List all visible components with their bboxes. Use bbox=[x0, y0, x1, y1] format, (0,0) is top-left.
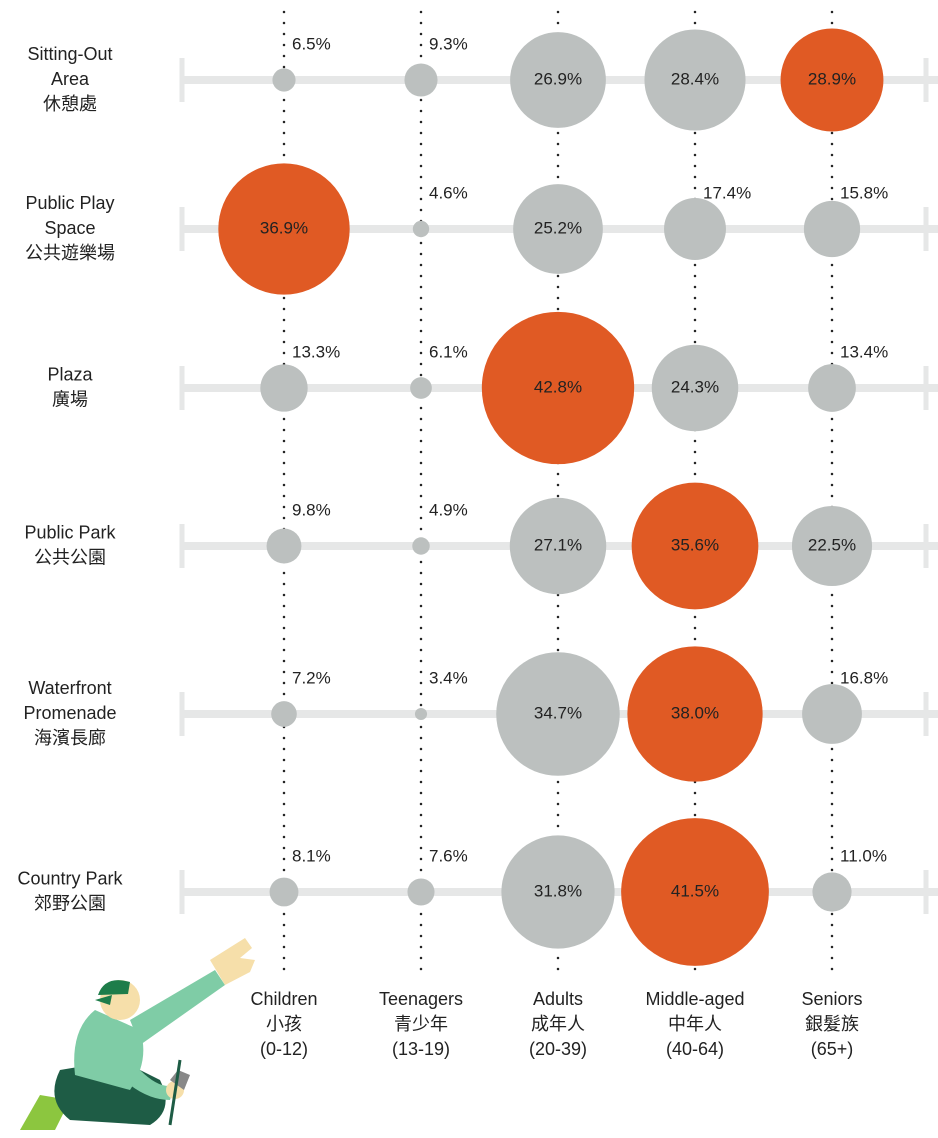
bubble bbox=[260, 364, 308, 412]
bubble bbox=[496, 652, 620, 776]
column-label: (40-64) bbox=[666, 1039, 724, 1059]
row-label: Plaza bbox=[47, 364, 93, 384]
column-label: (0-12) bbox=[260, 1039, 308, 1059]
row-label: Country Park bbox=[17, 868, 123, 888]
bubble bbox=[803, 200, 861, 258]
value-label: 6.5% bbox=[292, 34, 331, 53]
bubble bbox=[407, 878, 435, 906]
value-label: 17.4% bbox=[703, 183, 751, 202]
bubble bbox=[802, 684, 862, 744]
bubble bbox=[812, 872, 852, 912]
row-label: Public Play bbox=[25, 193, 114, 213]
bubble bbox=[266, 528, 302, 564]
bubble bbox=[404, 63, 438, 97]
value-label: 16.8% bbox=[840, 668, 888, 687]
row-label: 海濱長廊 bbox=[34, 728, 106, 748]
bubble bbox=[621, 818, 769, 966]
bubble bbox=[791, 505, 873, 587]
column-label: 成年人 bbox=[531, 1014, 585, 1034]
column-label: (13-19) bbox=[392, 1039, 450, 1059]
value-label: 15.8% bbox=[840, 183, 888, 202]
bubble bbox=[627, 646, 763, 782]
bubble bbox=[218, 163, 350, 295]
value-label: 4.6% bbox=[429, 183, 468, 202]
row-label: 公共公園 bbox=[34, 547, 106, 567]
bubble bbox=[513, 184, 603, 274]
column-label: Teenagers bbox=[379, 989, 463, 1009]
column-label: 銀髮族 bbox=[805, 1013, 859, 1034]
value-label: 41.5% bbox=[671, 881, 719, 900]
value-label: 6.1% bbox=[429, 342, 468, 361]
value-label: 28.4% bbox=[671, 69, 719, 88]
row-label: 廣場 bbox=[52, 389, 88, 409]
value-label: 24.3% bbox=[671, 377, 719, 396]
bubble bbox=[808, 364, 856, 412]
value-label: 42.8% bbox=[534, 377, 582, 396]
value-label: 27.1% bbox=[534, 535, 582, 554]
value-label: 38.0% bbox=[671, 703, 719, 722]
value-label: 11.0% bbox=[840, 846, 887, 865]
value-label: 7.6% bbox=[429, 846, 468, 865]
bubble bbox=[501, 835, 615, 949]
value-label: 4.9% bbox=[429, 500, 468, 519]
bubble bbox=[412, 537, 430, 555]
bubble bbox=[631, 482, 759, 610]
value-label: 22.5% bbox=[808, 535, 856, 554]
row-label: 公共遊樂場 bbox=[25, 243, 115, 263]
value-label: 9.3% bbox=[429, 34, 468, 53]
row-label: Waterfront bbox=[28, 678, 111, 698]
value-label: 13.3% bbox=[292, 342, 340, 361]
illustration bbox=[20, 938, 255, 1130]
row-label: 休憩處 bbox=[43, 94, 97, 114]
bubble bbox=[269, 877, 299, 907]
row-label: 郊野公園 bbox=[34, 893, 106, 913]
row-label: Area bbox=[51, 69, 90, 89]
bubble bbox=[272, 68, 296, 92]
value-label: 8.1% bbox=[292, 846, 331, 865]
bubble bbox=[780, 28, 884, 132]
column-label: (65+) bbox=[811, 1039, 854, 1059]
column-label: 青少年 bbox=[394, 1014, 448, 1034]
bubble bbox=[664, 198, 726, 260]
value-label: 26.9% bbox=[534, 69, 582, 88]
bubble bbox=[414, 707, 428, 721]
bubble bbox=[651, 344, 739, 432]
row-label: Space bbox=[44, 218, 95, 238]
value-label: 36.9% bbox=[260, 218, 308, 237]
value-label: 13.4% bbox=[840, 342, 888, 361]
column-label: Seniors bbox=[801, 989, 862, 1009]
column-label: Adults bbox=[533, 989, 583, 1009]
bubble bbox=[481, 311, 635, 465]
column-label: Middle-aged bbox=[645, 989, 744, 1009]
value-label: 34.7% bbox=[534, 703, 582, 722]
value-label: 31.8% bbox=[534, 881, 582, 900]
row-label: Promenade bbox=[23, 703, 116, 723]
value-label: 25.2% bbox=[534, 218, 582, 237]
value-label: 3.4% bbox=[429, 668, 468, 687]
bubble bbox=[271, 701, 297, 727]
bubble bbox=[644, 29, 746, 131]
bubble bbox=[509, 497, 607, 595]
bubble bbox=[510, 32, 606, 128]
value-label: 35.6% bbox=[671, 535, 719, 554]
column-label: 小孩 bbox=[266, 1014, 302, 1034]
row-label: Sitting-Out bbox=[27, 44, 112, 64]
value-label: 9.8% bbox=[292, 500, 331, 519]
column-label: Children bbox=[250, 989, 317, 1009]
value-label: 28.9% bbox=[808, 69, 856, 88]
plot: Sitting-Out Area 休憩處 Public Play Space 公共遊樂場 P… bbox=[17, 10, 938, 1059]
bubble bbox=[412, 220, 430, 238]
column-label: (20-39) bbox=[529, 1039, 587, 1059]
bubble bbox=[410, 377, 432, 399]
row-label: Public Park bbox=[24, 522, 116, 542]
value-label: 7.2% bbox=[292, 668, 331, 687]
column-label: 中年人 bbox=[668, 1014, 722, 1034]
